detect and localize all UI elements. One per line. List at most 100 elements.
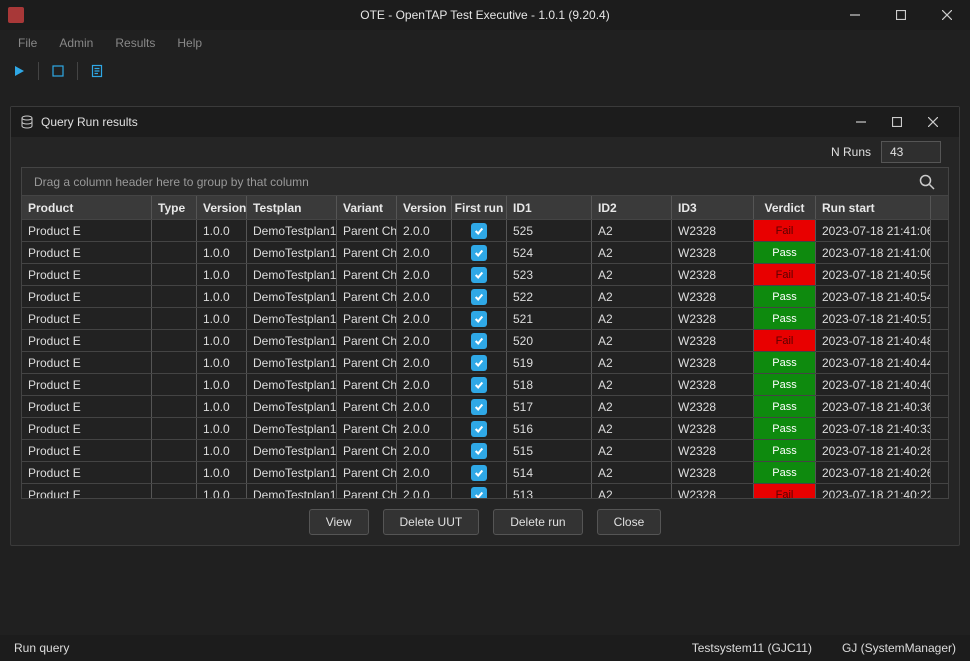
work-area: Query Run results N Runs 43 Drag a colum… — [0, 86, 970, 635]
cell-type — [152, 264, 197, 285]
col-variant[interactable]: Variant — [337, 196, 397, 219]
table-row[interactable]: Product E1.0.0DemoTestplan1Parent Ch…2.0… — [22, 462, 948, 484]
inner-close-button[interactable] — [915, 107, 951, 137]
cell-id2: A2 — [592, 308, 672, 329]
col-id1[interactable]: ID1 — [507, 196, 592, 219]
view-button[interactable]: View — [309, 509, 369, 535]
cell-firstrun[interactable] — [452, 462, 507, 483]
table-row[interactable]: Product E1.0.0DemoTestplan1Parent Ch…2.0… — [22, 264, 948, 286]
window-close-button[interactable] — [924, 0, 970, 30]
col-firstrun[interactable]: First run — [452, 196, 507, 219]
table-row[interactable]: Product E1.0.0DemoTestplan1Parent Ch…2.0… — [22, 330, 948, 352]
cell-firstrun[interactable] — [452, 440, 507, 461]
table-row[interactable]: Product E1.0.0DemoTestplan1Parent Ch…2.0… — [22, 286, 948, 308]
table-row[interactable]: Product E1.0.0DemoTestplan1Parent Ch…2.0… — [22, 352, 948, 374]
menu-results[interactable]: Results — [105, 33, 165, 53]
cell-product: Product E — [22, 484, 152, 498]
cell-variant: Parent Ch… — [337, 484, 397, 498]
cell-version1: 1.0.0 — [197, 330, 247, 351]
check-icon — [471, 443, 487, 459]
delete-uut-button[interactable]: Delete UUT — [383, 509, 480, 535]
table-row[interactable]: Product E1.0.0DemoTestplan1Parent Ch…2.0… — [22, 308, 948, 330]
table-row[interactable]: Product E1.0.0DemoTestplan1Parent Ch…2.0… — [22, 396, 948, 418]
window-maximize-button[interactable] — [878, 0, 924, 30]
cell-id2: A2 — [592, 242, 672, 263]
toolbar-new-button[interactable] — [47, 60, 69, 82]
col-id3[interactable]: ID3 — [672, 196, 754, 219]
cell-version1: 1.0.0 — [197, 286, 247, 307]
check-icon — [471, 355, 487, 371]
inner-minimize-button[interactable] — [843, 107, 879, 137]
cell-firstrun[interactable] — [452, 264, 507, 285]
cell-variant: Parent Ch… — [337, 440, 397, 461]
col-testplan[interactable]: Testplan — [247, 196, 337, 219]
menu-file[interactable]: File — [8, 33, 47, 53]
cell-testplan: DemoTestplan1 — [247, 264, 337, 285]
cell-verdict: Fail — [754, 220, 816, 241]
cell-runstart: 2023-07-18 21:40:33 — [816, 418, 931, 439]
toolbar-run-button[interactable] — [8, 60, 30, 82]
cell-testplan: DemoTestplan1 — [247, 484, 337, 498]
group-by-bar[interactable]: Drag a column header here to group by th… — [22, 168, 948, 196]
inner-title: Query Run results — [41, 115, 138, 129]
cell-firstrun[interactable] — [452, 352, 507, 373]
cell-firstrun[interactable] — [452, 286, 507, 307]
cell-firstrun[interactable] — [452, 418, 507, 439]
menu-help[interactable]: Help — [167, 33, 212, 53]
table-row[interactable]: Product E1.0.0DemoTestplan1Parent Ch…2.0… — [22, 484, 948, 498]
cell-firstrun[interactable] — [452, 396, 507, 417]
cell-firstrun[interactable] — [452, 242, 507, 263]
inner-titlebar[interactable]: Query Run results — [11, 107, 959, 137]
col-type[interactable]: Type — [152, 196, 197, 219]
query-results-window: Query Run results N Runs 43 Drag a colum… — [10, 106, 960, 546]
table-body[interactable]: Product E1.0.0DemoTestplan1Parent Ch…2.0… — [22, 220, 948, 498]
nruns-label: N Runs — [831, 145, 871, 159]
cell-version1: 1.0.0 — [197, 352, 247, 373]
delete-run-button[interactable]: Delete run — [493, 509, 582, 535]
cell-firstrun[interactable] — [452, 330, 507, 351]
inner-maximize-button[interactable] — [879, 107, 915, 137]
cell-version2: 2.0.0 — [397, 242, 452, 263]
col-product[interactable]: Product — [22, 196, 152, 219]
cell-variant: Parent Ch… — [337, 352, 397, 373]
menu-admin[interactable]: Admin — [49, 33, 103, 53]
cell-runstart: 2023-07-18 21:40:48 — [816, 330, 931, 351]
cell-testplan: DemoTestplan1 — [247, 242, 337, 263]
status-left[interactable]: Run query — [14, 641, 69, 655]
titlebar[interactable]: OTE - OpenTAP Test Executive - 1.0.1 (9.… — [0, 0, 970, 30]
table-row[interactable]: Product E1.0.0DemoTestplan1Parent Ch…2.0… — [22, 374, 948, 396]
cell-testplan: DemoTestplan1 — [247, 352, 337, 373]
col-runstart[interactable]: Run start — [816, 196, 931, 219]
table-row[interactable]: Product E1.0.0DemoTestplan1Parent Ch…2.0… — [22, 440, 948, 462]
cell-testplan: DemoTestplan1 — [247, 418, 337, 439]
nruns-input[interactable]: 43 — [881, 141, 941, 163]
toolbar-doc-button[interactable] — [86, 60, 108, 82]
col-version2[interactable]: Version — [397, 196, 452, 219]
cell-testplan: DemoTestplan1 — [247, 286, 337, 307]
table-row[interactable]: Product E1.0.0DemoTestplan1Parent Ch…2.0… — [22, 418, 948, 440]
check-icon — [471, 399, 487, 415]
cell-id1: 515 — [507, 440, 592, 461]
search-icon[interactable] — [918, 173, 936, 191]
close-button[interactable]: Close — [597, 509, 662, 535]
cell-firstrun[interactable] — [452, 220, 507, 241]
col-verdict[interactable]: Verdict — [754, 196, 816, 219]
group-hint: Drag a column header here to group by th… — [34, 175, 309, 189]
cell-id3: W2328 — [672, 418, 754, 439]
cell-type — [152, 374, 197, 395]
cell-firstrun[interactable] — [452, 308, 507, 329]
cell-id1: 518 — [507, 374, 592, 395]
cell-firstrun[interactable] — [452, 484, 507, 498]
table-row[interactable]: Product E1.0.0DemoTestplan1Parent Ch…2.0… — [22, 220, 948, 242]
cell-verdict: Pass — [754, 308, 816, 329]
col-version1[interactable]: Version — [197, 196, 247, 219]
col-id2[interactable]: ID2 — [592, 196, 672, 219]
column-headers: Product Type Version Testplan Variant Ve… — [22, 196, 948, 220]
cell-version2: 2.0.0 — [397, 484, 452, 498]
cell-version2: 2.0.0 — [397, 418, 452, 439]
cell-verdict: Pass — [754, 396, 816, 417]
window-minimize-button[interactable] — [832, 0, 878, 30]
table-row[interactable]: Product E1.0.0DemoTestplan1Parent Ch…2.0… — [22, 242, 948, 264]
cell-verdict: Fail — [754, 264, 816, 285]
cell-firstrun[interactable] — [452, 374, 507, 395]
